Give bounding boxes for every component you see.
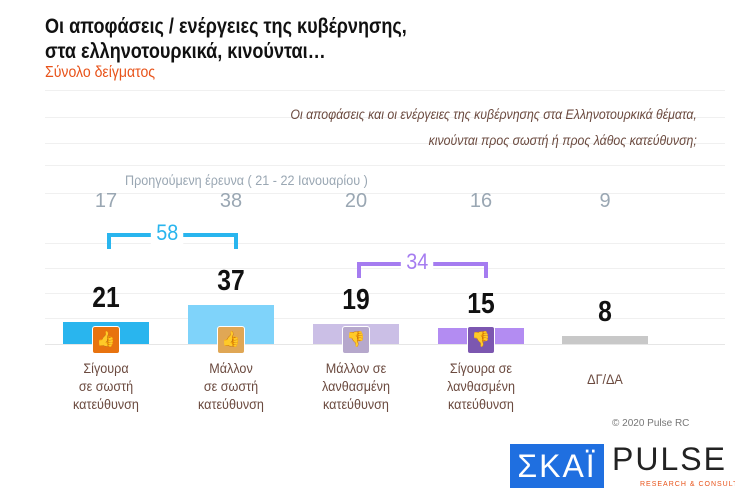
double-thumbs-up-icon: 👍 (92, 326, 120, 354)
chart-subtitle: Σύνολο δείγματος (45, 64, 156, 81)
gridline (45, 143, 725, 144)
category-label-line: Μάλλον σε (325, 360, 387, 376)
previous-value: 16 (469, 190, 493, 212)
bar-value-label: 8 (598, 295, 612, 328)
gridline (45, 193, 725, 194)
category-label-line: λανθασμένη (447, 378, 515, 394)
category-label-line: κατεύθυνση (73, 396, 139, 412)
category-label: Σίγουρα σε λανθασμένη κατεύθυνση (436, 359, 526, 413)
previous-value: 17 (94, 190, 118, 212)
bar-value-label: 19 (342, 284, 370, 317)
question-line: κινούνται προς σωστή ή προς λάθος κατεύθ… (428, 132, 697, 148)
gridline (45, 243, 725, 244)
group-total-label: 58 (150, 220, 184, 246)
category-label-line: κατεύθυνση (323, 396, 389, 412)
category-label: Μάλλον σε λανθασμένη κατεύθυνση (311, 359, 401, 413)
title-line: στα ελληνοτουρκικά, κινούνται… (45, 40, 326, 63)
thumbs-up-icon: 👍 (217, 326, 245, 354)
question-line: Οι αποφάσεις και οι ενέργειες της κυβέρν… (290, 106, 697, 122)
gridline (45, 293, 725, 294)
survey-question: Οι αποφάσεις και οι ενέργειες της κυβέρν… (291, 101, 697, 153)
category-label-line: Σίγουρα σε (449, 360, 513, 376)
category-label: Μάλλον σε σωστή κατεύθυνση (186, 359, 276, 413)
bar (562, 335, 648, 344)
category-label-line: Μάλλον (209, 360, 253, 376)
gridline (45, 165, 725, 166)
gridline (45, 318, 725, 319)
gridline (45, 90, 725, 91)
category-label: ΔΓ/ΔΑ (560, 370, 650, 388)
previous-survey-label: Προηγούμενη έρευνα ( 21 - 22 Ιανουαρίου … (125, 172, 368, 188)
baseline (45, 344, 725, 345)
category-label-line: λανθασμένη (322, 378, 390, 394)
category-label-line: κατεύθυνση (198, 396, 264, 412)
category-label: Σίγουρα σε σωστή κατεύθυνση (61, 359, 151, 413)
category-label-line: κατεύθυνση (448, 396, 514, 412)
bar-value-label: 15 (467, 288, 495, 321)
category-label-line: σε σωστή (78, 378, 134, 394)
previous-value: 9 (599, 190, 611, 212)
category-label-line: Σίγουρα (83, 360, 129, 376)
thumbs-down-icon: 👎 (342, 326, 370, 354)
previous-value: 38 (219, 190, 243, 212)
category-label-line: σε σωστή (203, 378, 259, 394)
gridline (45, 117, 725, 118)
chart-title: Οι αποφάσεις / ενέργειες της κυβέρνησης,… (45, 14, 407, 64)
double-thumbs-down-icon: 👎 (467, 326, 495, 354)
skai-logo: ΣΚΑΪ (510, 444, 604, 488)
previous-value: 20 (344, 190, 368, 212)
group-total-label: 34 (400, 249, 434, 275)
copyright: © 2020 Pulse RC (612, 418, 690, 429)
bar-value-label: 21 (92, 281, 120, 314)
bar-value-label: 37 (217, 265, 245, 298)
title-line: Οι αποφάσεις / ενέργειες της κυβέρνησης, (45, 15, 407, 38)
gridline (45, 268, 725, 269)
pulse-logo: PULSE (612, 441, 727, 477)
category-label-line: ΔΓ/ΔΑ (587, 371, 623, 387)
pulse-logo-subtitle: RESEARCH & CONSULTING (640, 481, 735, 488)
